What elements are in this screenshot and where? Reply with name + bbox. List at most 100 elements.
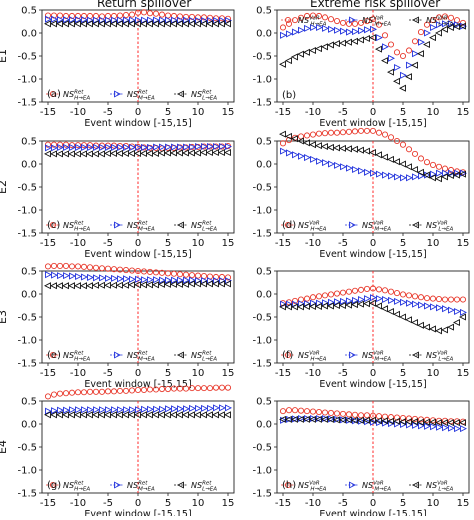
data-point bbox=[442, 424, 449, 432]
data-point bbox=[158, 269, 166, 276]
panel-label: (f) bbox=[282, 350, 293, 361]
legend-marker bbox=[349, 351, 356, 359]
x-tick-label: 10 bbox=[192, 238, 205, 249]
data-point bbox=[104, 265, 112, 272]
data-point bbox=[75, 406, 82, 414]
data-point bbox=[309, 141, 316, 149]
data-point bbox=[63, 16, 70, 24]
data-point bbox=[430, 23, 437, 32]
legend-marker bbox=[177, 90, 184, 98]
data-point bbox=[286, 30, 293, 38]
data-point bbox=[351, 411, 359, 418]
data-point bbox=[93, 16, 100, 24]
legend: NSRet H→EA NSRet M→EA NSRet L→EA bbox=[46, 351, 217, 363]
series-h bbox=[279, 127, 467, 176]
data-point bbox=[399, 160, 406, 168]
data-point bbox=[345, 411, 353, 418]
data-point bbox=[201, 404, 208, 412]
data-point bbox=[140, 268, 148, 275]
y-tick-label: 0.5 bbox=[256, 137, 272, 148]
data-point bbox=[369, 16, 377, 23]
data-point bbox=[44, 393, 52, 400]
data-point bbox=[201, 142, 208, 151]
y-tick-label: -1.5 bbox=[252, 359, 272, 370]
data-point bbox=[393, 77, 400, 85]
data-point bbox=[63, 143, 70, 151]
y-tick-label: 0.0 bbox=[21, 290, 37, 301]
legend-label: NSRet L→EA bbox=[191, 221, 217, 233]
data-point bbox=[333, 410, 341, 417]
panel-e: -1.5 -1.0 -0.5 0.0 0.5 -15 -10 -5 0 5 10 15 Event wi… bbox=[0, 262, 235, 390]
y-tick-label: -1.5 bbox=[17, 98, 37, 109]
data-point bbox=[50, 262, 58, 269]
data-point bbox=[328, 298, 335, 306]
data-point bbox=[99, 406, 106, 414]
x-tick-label: 0 bbox=[135, 498, 141, 509]
data-point bbox=[357, 36, 364, 44]
data-point bbox=[45, 271, 52, 279]
data-point bbox=[224, 280, 231, 288]
y-tick-label: -1.5 bbox=[17, 229, 37, 240]
data-point bbox=[388, 420, 395, 428]
data-point bbox=[303, 295, 311, 302]
data-point bbox=[400, 174, 407, 182]
data-point bbox=[423, 295, 431, 302]
data-point bbox=[340, 27, 347, 35]
series-l bbox=[279, 22, 466, 92]
x-tick-label: 0 bbox=[135, 107, 141, 118]
data-point bbox=[92, 264, 100, 271]
data-point bbox=[153, 276, 160, 284]
data-point bbox=[339, 410, 347, 417]
data-point bbox=[298, 152, 305, 160]
data-point bbox=[345, 145, 352, 153]
y-tick-label: 0.5 bbox=[256, 6, 272, 17]
x-tick-label: -10 bbox=[305, 368, 321, 379]
data-point bbox=[369, 34, 376, 42]
y-tick-label: -0.5 bbox=[252, 52, 272, 63]
data-point bbox=[171, 276, 178, 284]
data-point bbox=[327, 415, 334, 423]
data-point bbox=[129, 16, 136, 24]
data-point bbox=[418, 172, 425, 180]
x-tick-label: -5 bbox=[103, 107, 113, 118]
data-point bbox=[81, 16, 88, 24]
data-point bbox=[122, 267, 130, 274]
data-point bbox=[394, 173, 401, 181]
data-point bbox=[225, 142, 232, 151]
data-point bbox=[418, 301, 425, 309]
data-point bbox=[45, 15, 52, 23]
data-point bbox=[358, 295, 365, 304]
x-tick-label: -10 bbox=[305, 107, 321, 118]
x-axis-label: Event window [-15,15] bbox=[319, 509, 426, 516]
data-point bbox=[141, 143, 148, 151]
data-point bbox=[315, 293, 323, 300]
data-point bbox=[340, 297, 347, 305]
data-point bbox=[346, 164, 353, 172]
data-point bbox=[81, 406, 88, 414]
data-point bbox=[459, 22, 466, 30]
x-tick-label: 0 bbox=[135, 238, 141, 249]
legend-label: NSRet H→EA bbox=[63, 221, 90, 233]
data-point bbox=[453, 318, 460, 327]
x-tick-label: 0 bbox=[370, 368, 376, 379]
data-point bbox=[297, 137, 304, 145]
data-point bbox=[387, 307, 394, 316]
x-tick-label: -5 bbox=[338, 368, 348, 379]
legend-marker bbox=[284, 16, 292, 24]
data-point bbox=[110, 266, 118, 273]
data-point bbox=[436, 169, 443, 177]
data-point bbox=[448, 20, 455, 28]
data-point bbox=[57, 272, 64, 280]
data-point bbox=[87, 16, 94, 24]
data-point bbox=[321, 292, 329, 299]
data-point bbox=[429, 295, 437, 302]
data-point bbox=[280, 147, 287, 155]
data-point bbox=[105, 16, 112, 24]
data-point bbox=[224, 411, 231, 419]
data-point bbox=[45, 407, 52, 415]
y-tick-label: 0.5 bbox=[21, 6, 37, 17]
data-point bbox=[423, 40, 430, 49]
x-tick-label: 10 bbox=[427, 498, 440, 509]
data-point bbox=[69, 143, 76, 151]
panel-g: -1.5 -1.0 -0.5 0.0 0.5 -15 -10 -5 0 5 10 15 Event wi… bbox=[0, 384, 235, 520]
